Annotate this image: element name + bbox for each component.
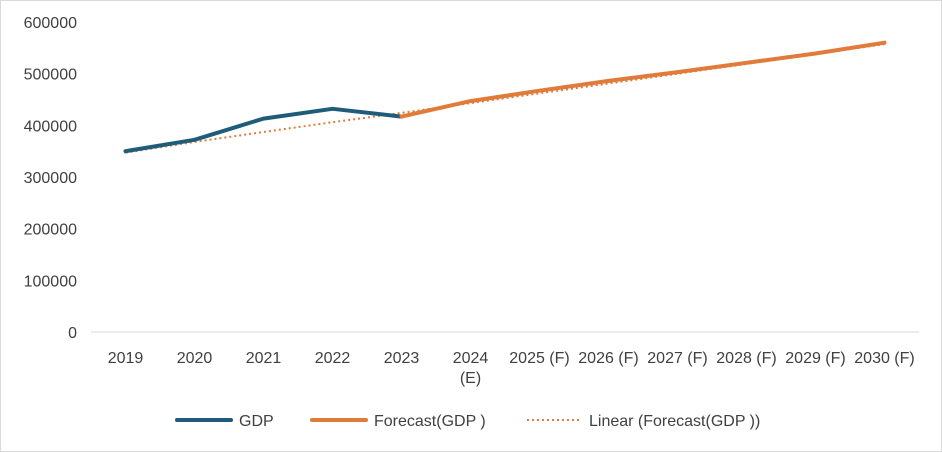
x-tick-label: 2021	[246, 350, 282, 367]
x-tick-label: 2025 (F)	[509, 350, 569, 367]
legend-label: Linear (Forecast(GDP ))	[589, 413, 760, 430]
x-tick-label: 2029 (F)	[785, 350, 845, 367]
y-tick-label: 600000	[24, 15, 77, 32]
legend-label: GDP	[239, 413, 274, 430]
x-tick-label: 2030 (F)	[854, 350, 914, 367]
x-tick-label: 2022	[315, 350, 351, 367]
y-tick-label: 400000	[24, 118, 77, 135]
series-line-gdp	[123, 106, 404, 154]
y-tick-label: 200000	[24, 222, 77, 239]
y-tick-label: 0	[68, 325, 77, 342]
x-axis: 2019 2020 2021 2022 2023 2024 (E) 2025 (F) 2026 …	[108, 350, 915, 387]
x-tick-label: 2026 (F)	[578, 350, 638, 367]
x-tick-label: 2019	[108, 350, 144, 367]
x-tick-label: 2024 (E)	[453, 350, 489, 387]
x-tick-label: 2027 (F)	[647, 350, 707, 367]
y-axis: 0 100000 200000 300000 400000 500000 600000	[24, 15, 77, 342]
y-tick-label: 100000	[24, 273, 77, 290]
x-tick-label: 2020	[177, 350, 213, 367]
y-tick-label: 300000	[24, 170, 77, 187]
series-line-forecast-gdp	[399, 40, 887, 119]
legend-label: Forecast(GDP )	[374, 413, 486, 430]
x-tick-label: 2023	[384, 350, 420, 367]
y-tick-label: 500000	[24, 67, 77, 84]
x-tick-label: 2028 (F)	[716, 350, 776, 367]
legend: GDP Forecast(GDP ) Linear (Forecast(GDP ))	[175, 413, 760, 430]
series-layer	[123, 40, 887, 154]
